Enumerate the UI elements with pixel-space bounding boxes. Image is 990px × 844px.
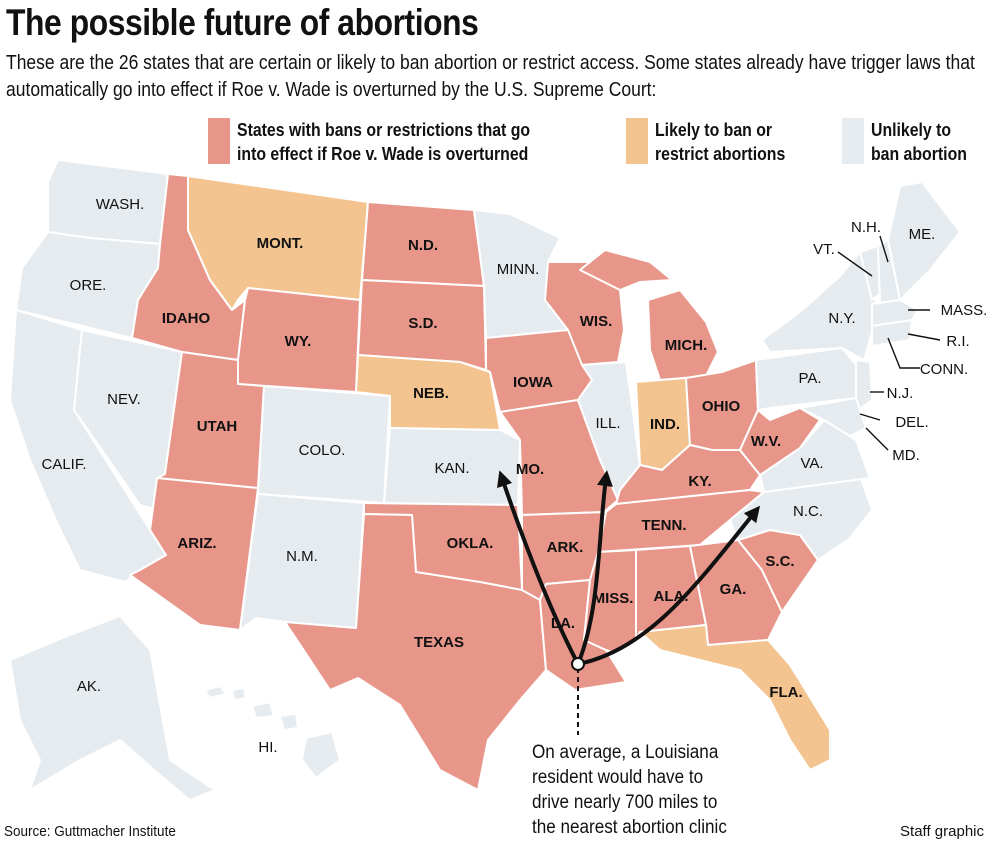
us-map: WASH. ORE. CALIF. NEV. IDAHO MONT. WY. U…	[9, 160, 988, 801]
state-mass	[871, 299, 919, 327]
label-sc: S.C.	[765, 553, 794, 570]
label-fla: FLA.	[769, 684, 802, 701]
label-ala: ALA.	[654, 588, 689, 605]
label-texas: TEXAS	[414, 634, 464, 651]
label-wy: WY.	[285, 333, 312, 350]
legend-swatch-restrict	[208, 118, 230, 164]
label-nev: NEV.	[107, 391, 141, 408]
label-vt: VT.	[813, 241, 835, 258]
legend-item-likely: Likely to ban or restrict abortions	[626, 118, 803, 166]
legend-item-unlikely: Unlikely to ban abortion	[842, 118, 980, 166]
label-nj: N.J.	[887, 385, 914, 402]
label-conn: CONN.	[920, 361, 968, 378]
label-nd: N.D.	[408, 237, 438, 254]
page-title: The possible future of abortions	[6, 2, 479, 43]
label-tenn: TENN.	[642, 517, 687, 534]
label-md: MD.	[892, 447, 920, 464]
label-kan: KAN.	[434, 460, 469, 477]
label-sd: S.D.	[408, 315, 437, 332]
label-colo: COLO.	[299, 442, 346, 459]
label-nm: N.M.	[286, 548, 318, 565]
legend-label-likely: Likely to ban or restrict abortions	[655, 120, 786, 164]
label-ak: AK.	[77, 678, 101, 695]
label-wis: WIS.	[580, 313, 613, 330]
label-pa: PA.	[798, 370, 821, 387]
label-me: ME.	[909, 226, 936, 243]
state-hi	[204, 685, 341, 779]
state-ct-ri	[871, 319, 913, 347]
label-utah: UTAH	[197, 418, 238, 435]
state-kan	[383, 427, 521, 506]
route-arrow-illinois	[576, 470, 613, 666]
legend-label-unlikely: Unlikely to ban abortion	[871, 120, 967, 164]
callout-note: On average, a Louisiana resident would h…	[532, 742, 727, 838]
label-nh: N.H.	[851, 219, 881, 236]
label-miss: MISS.	[593, 590, 634, 607]
label-ny: N.Y.	[828, 310, 855, 327]
label-nc: N.C.	[793, 503, 823, 520]
label-del: DEL.	[895, 414, 928, 431]
label-va: VA.	[800, 455, 823, 472]
legend-swatch-likely	[626, 118, 648, 164]
legend-label-restrict: States with bans or restrictions that go…	[237, 120, 531, 164]
label-ohio: OHIO	[702, 398, 741, 415]
legend-item-restrict: States with bans or restrictions that go…	[208, 118, 570, 166]
route-arrow-north-carolina	[576, 505, 761, 666]
label-calif: CALIF.	[41, 456, 86, 473]
credit-text: Staff graphic	[900, 823, 984, 840]
state-mich-up	[579, 249, 673, 291]
label-mich: MICH.	[665, 337, 708, 354]
state-ak	[9, 615, 216, 801]
label-la: LA.	[551, 615, 575, 632]
legend-swatch-unlikely	[842, 118, 864, 164]
label-mo: MO.	[516, 461, 544, 478]
label-mass: MASS.	[941, 302, 988, 319]
label-ill: ILL.	[595, 415, 620, 432]
state-mich	[647, 289, 719, 381]
label-ri: R.I.	[946, 333, 969, 350]
label-okla: OKLA.	[447, 535, 494, 552]
label-neb: NEB.	[413, 385, 449, 402]
label-idaho: IDAHO	[162, 310, 211, 327]
label-ark: ARK.	[547, 539, 584, 556]
label-iowa: IOWA	[513, 374, 553, 391]
label-ind: IND.	[650, 416, 680, 433]
louisiana-origin-marker	[571, 657, 585, 671]
label-wash: WASH.	[96, 196, 145, 213]
state-fla	[639, 624, 831, 771]
label-ky: KY.	[688, 473, 711, 490]
label-hi: HI.	[258, 739, 277, 756]
source-text: Source: Guttmacher Institute	[4, 823, 176, 840]
label-wv: W.V.	[751, 433, 781, 450]
label-ariz: ARIZ.	[177, 535, 216, 552]
state-texas	[284, 513, 547, 791]
state-md-de	[799, 397, 867, 437]
subtitle: These are the 26 states that are certain…	[6, 52, 975, 101]
route-arrow-kansas	[497, 470, 580, 666]
label-ore: ORE.	[70, 277, 107, 294]
state-nc	[729, 475, 873, 561]
label-mont: MONT.	[257, 235, 304, 252]
label-ga: GA.	[720, 581, 747, 598]
label-minn: MINN.	[497, 261, 540, 278]
state-nj	[855, 359, 873, 411]
